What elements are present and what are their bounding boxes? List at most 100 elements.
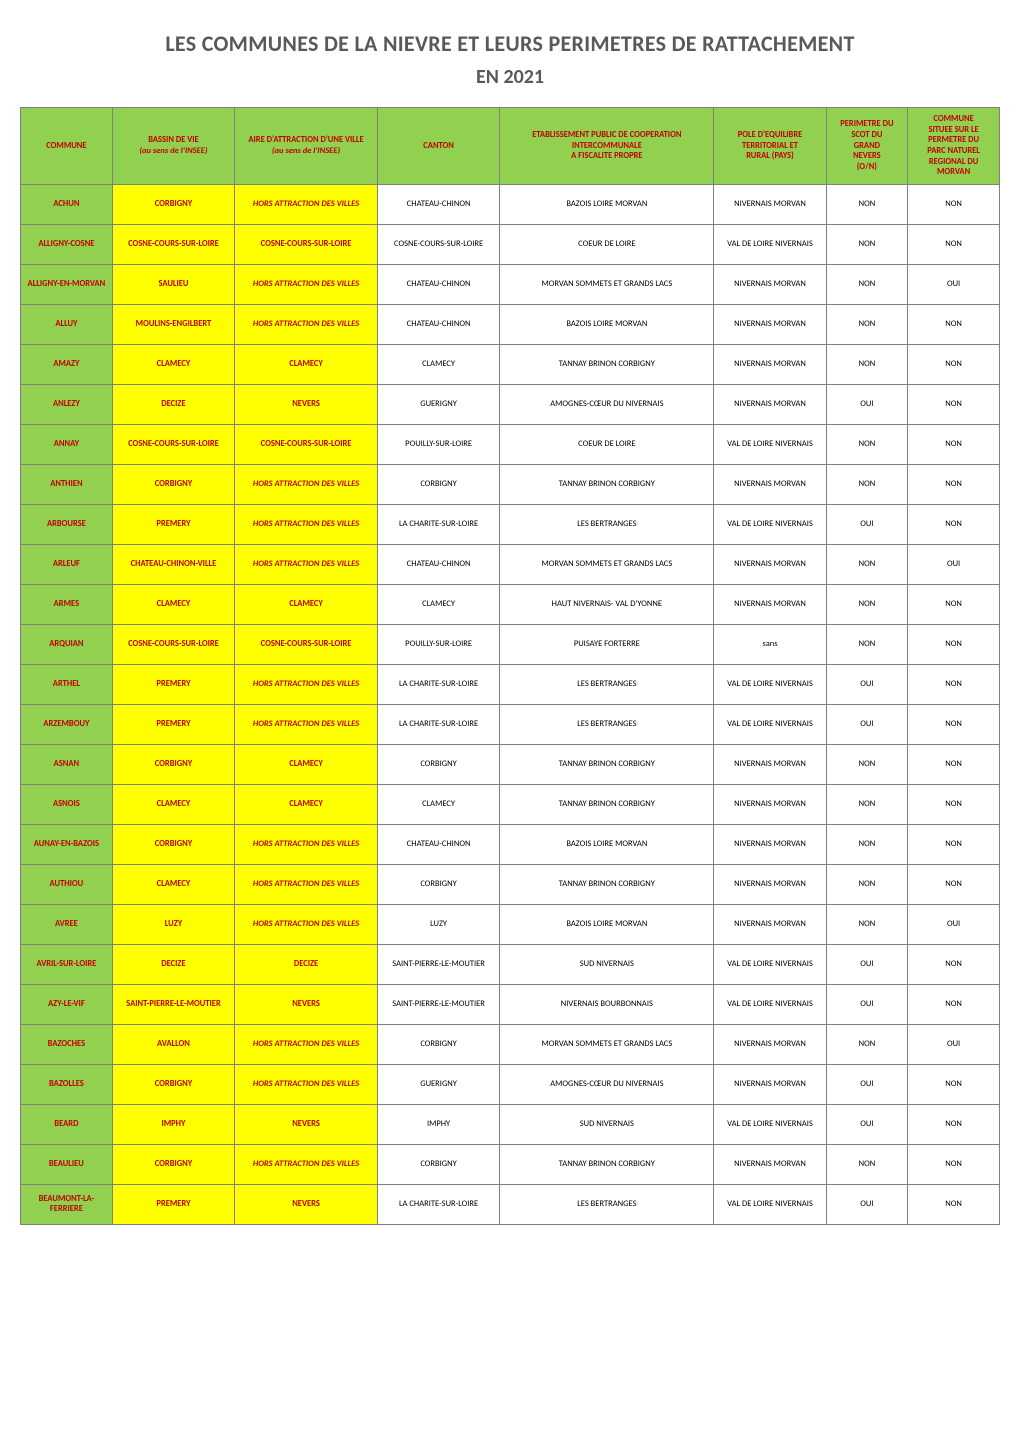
cell-bassin: LUZY [112, 904, 234, 944]
cell-morvan: NON [908, 824, 1000, 864]
cell-pole: NIVERNAIS MORVAN [714, 384, 826, 424]
cell-canton: CHATEAU-CHINON [377, 304, 499, 344]
table-row: ANTHIENCORBIGNYHORS ATTRACTION DES VILLE… [21, 464, 1000, 504]
table-row: ARMESCLAMECYCLAMECYCLAMECYHAUT NIVERNAIS… [21, 584, 1000, 624]
cell-pole: NIVERNAIS MORVAN [714, 744, 826, 784]
cell-aire: CLAMECY [235, 344, 378, 384]
cell-commune: ARTHEL [21, 664, 113, 704]
cell-bassin: PREMERY [112, 1184, 234, 1224]
cell-bassin: COSNE-COURS-SUR-LOIRE [112, 624, 234, 664]
cell-canton: GUERIGNY [377, 384, 499, 424]
cell-canton: COSNE-COURS-SUR-LOIRE [377, 224, 499, 264]
table-row: BEARDIMPHYNEVERSIMPHYSUD NIVERNAISVAL DE… [21, 1104, 1000, 1144]
cell-morvan: NON [908, 584, 1000, 624]
cell-morvan: NON [908, 344, 1000, 384]
cell-pole: NIVERNAIS MORVAN [714, 1024, 826, 1064]
cell-morvan: NON [908, 304, 1000, 344]
cell-aire: HORS ATTRACTION DES VILLES [235, 704, 378, 744]
cell-perim: OUI [826, 1104, 908, 1144]
cell-morvan: NON [908, 784, 1000, 824]
cell-morvan: NON [908, 744, 1000, 784]
cell-canton: CHATEAU-CHINON [377, 264, 499, 304]
cell-morvan: NON [908, 984, 1000, 1024]
cell-commune: ARQUIAN [21, 624, 113, 664]
cell-commune: BEAUMONT-LA-FERRIERE [21, 1184, 113, 1224]
header-row: COMMUNEBASSIN DE VIE(au sens de l'INSEE)… [21, 108, 1000, 185]
cell-canton: CLAMECY [377, 344, 499, 384]
cell-pole: VAL DE LOIRE NIVERNAIS [714, 1184, 826, 1224]
header-commune: COMMUNE [21, 108, 113, 185]
cell-morvan: OUI [908, 544, 1000, 584]
cell-perim: OUI [826, 664, 908, 704]
cell-aire: NEVERS [235, 984, 378, 1024]
cell-perim: NON [826, 584, 908, 624]
table-row: ARZEMBOUYPREMERYHORS ATTRACTION DES VILL… [21, 704, 1000, 744]
cell-pole: VAL DE LOIRE NIVERNAIS [714, 424, 826, 464]
cell-aire: CLAMECY [235, 744, 378, 784]
cell-bassin: CLAMECY [112, 864, 234, 904]
cell-morvan: NON [908, 464, 1000, 504]
cell-perim: NON [826, 424, 908, 464]
header-canton: CANTON [377, 108, 499, 185]
cell-morvan: NON [908, 224, 1000, 264]
table-row: AMAZYCLAMECYCLAMECYCLAMECYTANNAY BRINON … [21, 344, 1000, 384]
cell-etab: NIVERNAIS BOURBONNAIS [500, 984, 714, 1024]
cell-perim: NON [826, 904, 908, 944]
table-head: COMMUNEBASSIN DE VIE(au sens de l'INSEE)… [21, 108, 1000, 185]
cell-perim: OUI [826, 384, 908, 424]
cell-morvan: NON [908, 1064, 1000, 1104]
cell-aire: COSNE-COURS-SUR-LOIRE [235, 224, 378, 264]
cell-morvan: NON [908, 624, 1000, 664]
cell-canton: SAINT-PIERRE-LE-MOUTIER [377, 944, 499, 984]
cell-bassin: IMPHY [112, 1104, 234, 1144]
table-row: ALLIGNY-EN-MORVANSAULIEUHORS ATTRACTION … [21, 264, 1000, 304]
cell-aire: HORS ATTRACTION DES VILLES [235, 864, 378, 904]
cell-bassin: COSNE-COURS-SUR-LOIRE [112, 224, 234, 264]
cell-morvan: NON [908, 944, 1000, 984]
table-row: ALLUYMOULINS-ENGILBERTHORS ATTRACTION DE… [21, 304, 1000, 344]
table-row: ALLIGNY-COSNECOSNE-COURS-SUR-LOIRECOSNE-… [21, 224, 1000, 264]
cell-morvan: NON [908, 1184, 1000, 1224]
table-row: BAZOCHESAVALLONHORS ATTRACTION DES VILLE… [21, 1024, 1000, 1064]
cell-perim: OUI [826, 944, 908, 984]
cell-aire: COSNE-COURS-SUR-LOIRE [235, 624, 378, 664]
cell-bassin: DECIZE [112, 384, 234, 424]
cell-commune: ALLUY [21, 304, 113, 344]
cell-pole: sans [714, 624, 826, 664]
cell-bassin: DECIZE [112, 944, 234, 984]
cell-pole: NIVERNAIS MORVAN [714, 1144, 826, 1184]
cell-commune: ASNAN [21, 744, 113, 784]
cell-etab: BAZOIS LOIRE MORVAN [500, 904, 714, 944]
cell-perim: NON [826, 264, 908, 304]
table-row: BEAULIEUCORBIGNYHORS ATTRACTION DES VILL… [21, 1144, 1000, 1184]
cell-canton: CHATEAU-CHINON [377, 824, 499, 864]
cell-etab: BAZOIS LOIRE MORVAN [500, 824, 714, 864]
cell-perim: NON [826, 864, 908, 904]
cell-etab: TANNAY BRINON CORBIGNY [500, 344, 714, 384]
cell-etab: MORVAN SOMMETS ET GRANDS LACS [500, 544, 714, 584]
cell-aire: CLAMECY [235, 784, 378, 824]
table-row: AUTHIOUCLAMECYHORS ATTRACTION DES VILLES… [21, 864, 1000, 904]
cell-perim: NON [826, 344, 908, 384]
cell-canton: CORBIGNY [377, 744, 499, 784]
cell-perim: NON [826, 784, 908, 824]
cell-etab: MORVAN SOMMETS ET GRANDS LACS [500, 1024, 714, 1064]
cell-commune: ARZEMBOUY [21, 704, 113, 744]
cell-commune: AUTHIOU [21, 864, 113, 904]
cell-commune: ARMES [21, 584, 113, 624]
cell-aire: HORS ATTRACTION DES VILLES [235, 504, 378, 544]
cell-commune: BEARD [21, 1104, 113, 1144]
cell-aire: NEVERS [235, 1184, 378, 1224]
cell-perim: OUI [826, 704, 908, 744]
communes-table: COMMUNEBASSIN DE VIE(au sens de l'INSEE)… [20, 107, 1000, 1225]
cell-aire: NEVERS [235, 1104, 378, 1144]
cell-canton: CORBIGNY [377, 464, 499, 504]
cell-commune: ALLIGNY-EN-MORVAN [21, 264, 113, 304]
cell-aire: HORS ATTRACTION DES VILLES [235, 664, 378, 704]
cell-commune: AVREE [21, 904, 113, 944]
cell-bassin: CORBIGNY [112, 1144, 234, 1184]
header-bassin: BASSIN DE VIE(au sens de l'INSEE) [112, 108, 234, 185]
header-pole: POLE D'EQUILIBRETERRITORIAL ETRURAL (PAY… [714, 108, 826, 185]
cell-aire: CLAMECY [235, 584, 378, 624]
cell-bassin: CLAMECY [112, 344, 234, 384]
